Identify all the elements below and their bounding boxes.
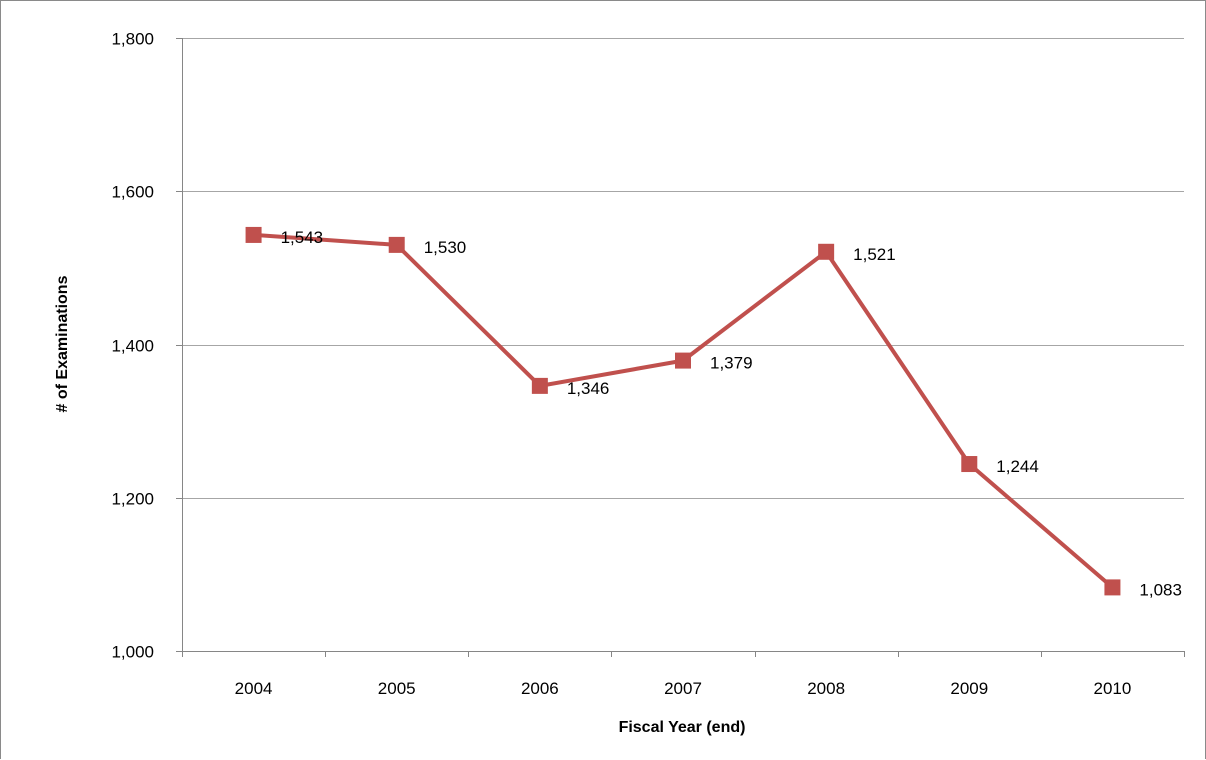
y-tick-label: 1,000	[111, 643, 154, 662]
data-point-marker	[245, 226, 262, 243]
x-axis-title: Fiscal Year (end)	[619, 719, 746, 736]
data-label: 1,521	[853, 245, 896, 264]
data-label: 1,543	[281, 228, 324, 247]
y-tick-label: 1,400	[111, 337, 154, 356]
data-label: 1,244	[996, 457, 1039, 476]
y-tick-label: 1,600	[111, 183, 154, 202]
data-point-marker	[818, 243, 835, 260]
data-point-marker	[388, 236, 405, 253]
x-tick-label: 2010	[1094, 679, 1132, 698]
series-line-layer	[253, 232, 1114, 589]
y-tick-label: 1,200	[111, 490, 154, 509]
data-labels: 1,543 1,530 1,346 1,379 1,521 1,244 1,083	[281, 228, 1182, 599]
y-axis-title: # of Examinations	[54, 275, 71, 412]
data-label: 1,379	[710, 354, 753, 373]
x-tick-label: 2007	[664, 679, 702, 698]
x-tick-label: 2006	[521, 679, 559, 698]
data-point-marker	[1104, 579, 1121, 596]
gridlines	[182, 38, 1184, 499]
series-markers	[245, 226, 1121, 596]
x-tick-label: 2008	[807, 679, 845, 698]
data-point-marker	[675, 352, 691, 369]
x-tick-labels: 2004 2005 2006 2007 2008 2009 2010	[235, 679, 1132, 698]
data-point-marker	[961, 456, 978, 473]
axes	[176, 38, 1185, 657]
x-tick-label: 2004	[235, 679, 273, 698]
data-label: 1,530	[424, 238, 467, 257]
y-tick-label: 1,800	[111, 30, 154, 49]
x-tick-label: 2009	[950, 679, 988, 698]
data-label: 1,346	[567, 379, 610, 398]
y-tick-labels: 1,000 1,200 1,400 1,600 1,800	[111, 30, 154, 662]
series-line	[253, 232, 1114, 589]
data-label: 1,083	[1139, 580, 1182, 599]
data-point-marker	[531, 377, 548, 394]
x-tick-label: 2005	[378, 679, 416, 698]
